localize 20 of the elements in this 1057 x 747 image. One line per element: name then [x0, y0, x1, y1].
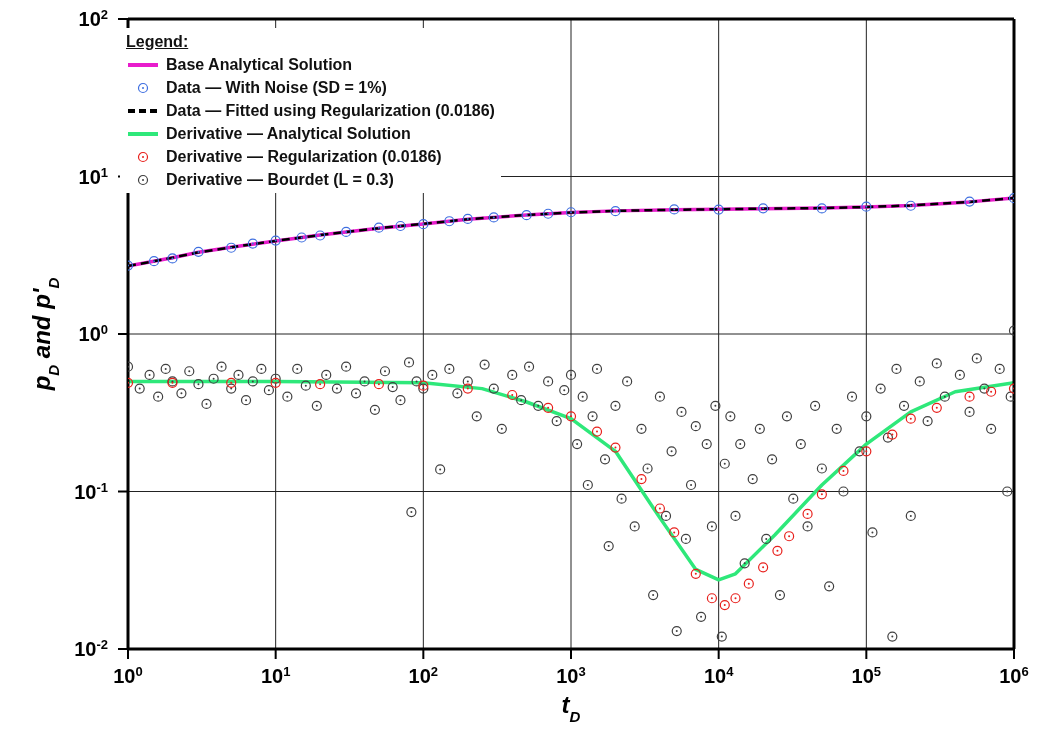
x-tick-label: 10$^{6}$ — [999, 663, 1029, 687]
y-tick-label: 10$^{1}$ — [78, 164, 108, 188]
legend-label: Derivative — Regularization (0.0186) — [166, 147, 442, 167]
x-tick-label: 10$^{4}$ — [703, 663, 735, 687]
legend-label: Data — Fitted using Regularization (0.0186) — [166, 101, 495, 121]
y-tick-label: 10$^{-1}$ — [74, 479, 108, 503]
x-tick-label: 10$^{5}$ — [851, 663, 882, 687]
legend-label: Derivative — Bourdet (L = 0.3) — [166, 170, 394, 190]
legend-label: Derivative — Analytical Solution — [166, 124, 411, 144]
y-tick-label: 10$^{2}$ — [78, 6, 108, 30]
x-axis-title: t$_{D}$ — [561, 691, 581, 725]
x-tick-label: 10$^{3}$ — [556, 663, 586, 687]
y-tick-label: 10$^{0}$ — [78, 321, 108, 345]
legend-label: Base Analytical Solution — [166, 55, 353, 75]
x-tick-label: 10$^{1}$ — [260, 663, 291, 687]
legend-title: Legend: — [126, 33, 189, 50]
x-tick-label: 10$^{0}$ — [113, 663, 143, 687]
y-tick-label: 10$^{-2}$ — [74, 636, 108, 660]
x-tick-label: 10$^{2}$ — [408, 663, 439, 687]
legend-label: Data — With Noise (SD = 1%) — [166, 78, 387, 98]
